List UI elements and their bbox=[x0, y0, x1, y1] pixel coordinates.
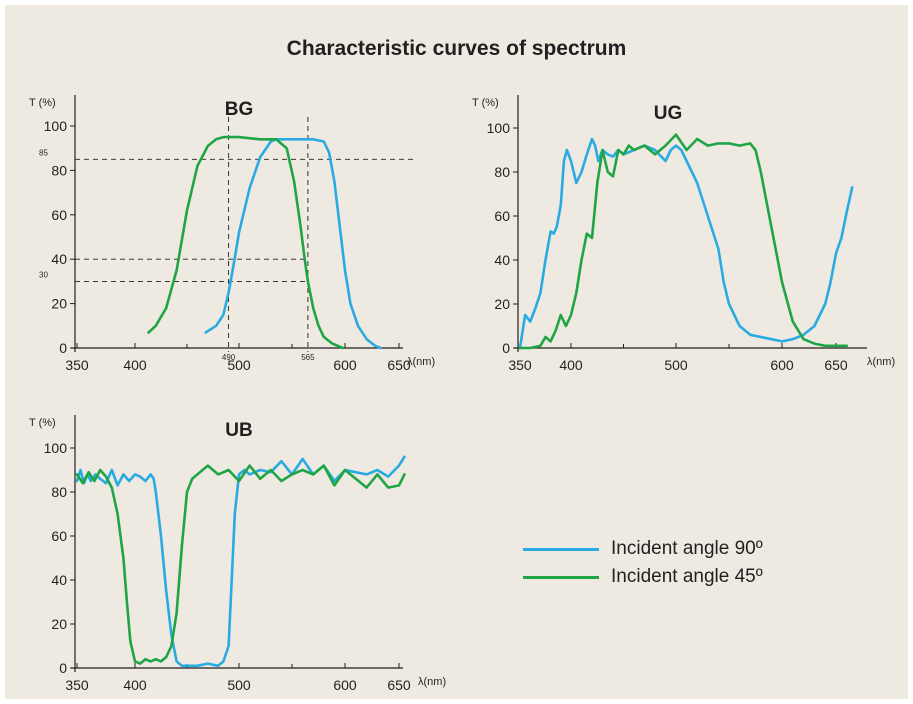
y-tick-label: 100 bbox=[44, 118, 68, 134]
y-tick-label: 0 bbox=[59, 340, 67, 356]
x-tick-label: 600 bbox=[770, 357, 794, 373]
x-tick-label: 350 bbox=[65, 357, 89, 373]
y-tick-label: 60 bbox=[51, 528, 67, 544]
chart-panel-bg: BG T (%) λ(nm) 0 20 40 60 80 100 350 400 500 600 650 8… bbox=[29, 95, 435, 373]
reference-x-label: 490 bbox=[222, 353, 236, 362]
x-tick-label: 600 bbox=[333, 357, 357, 373]
legend-swatch-90 bbox=[523, 547, 599, 551]
legend-item-90: Incident angle 90º bbox=[523, 537, 763, 561]
x-tick-label: 350 bbox=[508, 357, 532, 373]
x-tick-label: 600 bbox=[333, 677, 357, 693]
x-axis-label: λ(nm) bbox=[418, 676, 446, 688]
series-line-angle-90 bbox=[204, 138, 382, 350]
y-tick-label: 20 bbox=[494, 296, 510, 312]
reference-y-label: 30 bbox=[39, 270, 48, 279]
y-tick-label: 20 bbox=[51, 616, 67, 632]
y-tick-label: 80 bbox=[494, 164, 510, 180]
x-tick-label: 400 bbox=[123, 357, 147, 373]
x-tick-label: 400 bbox=[123, 677, 147, 693]
legend-label-90: Incident angle 90º bbox=[611, 538, 763, 559]
x-axis-label: λ(nm) bbox=[867, 356, 895, 368]
x-tick-label: 650 bbox=[824, 357, 848, 373]
chart-panel-ug: UG T (%) λ(nm) 0 20 40 60 80 100 350 400 500 600 650 bbox=[472, 95, 895, 373]
x-tick-label: 500 bbox=[664, 357, 688, 373]
reference-x-label: 565 bbox=[301, 353, 315, 362]
y-tick-label: 80 bbox=[51, 162, 67, 178]
reference-y-label: 85 bbox=[39, 148, 48, 157]
y-tick-label: 60 bbox=[51, 207, 67, 223]
y-tick-label: 0 bbox=[502, 340, 510, 356]
legend-label-45: Incident angle 45º bbox=[611, 566, 763, 587]
legend-item-45: Incident angle 45º bbox=[523, 565, 763, 589]
series-line-angle-45 bbox=[75, 464, 406, 665]
y-tick-label: 80 bbox=[51, 484, 67, 500]
y-axis-label: T (%) bbox=[472, 97, 499, 109]
chart-title: UB bbox=[225, 420, 252, 441]
figure-title: Characteristic curves of spectrum bbox=[286, 37, 627, 60]
y-tick-label: 100 bbox=[487, 120, 511, 136]
y-tick-label: 0 bbox=[59, 660, 67, 676]
chart-panel-ub: UB T (%) λ(nm) 0 20 40 60 80 100 350 400 500 600 650 bbox=[29, 415, 446, 693]
legend-swatch-45 bbox=[523, 575, 599, 579]
chart-title: UG bbox=[654, 103, 683, 124]
x-tick-label: 650 bbox=[387, 357, 411, 373]
x-tick-label: 400 bbox=[559, 357, 583, 373]
y-tick-label: 40 bbox=[51, 572, 67, 588]
x-tick-label: 500 bbox=[227, 357, 251, 373]
chart-title: BG bbox=[225, 99, 254, 120]
y-tick-label: 40 bbox=[51, 251, 67, 267]
series-line-angle-90 bbox=[75, 455, 406, 668]
y-tick-label: 40 bbox=[494, 252, 510, 268]
x-tick-label: 500 bbox=[227, 677, 251, 693]
x-axis-label: λ(nm) bbox=[407, 356, 435, 368]
series-line-angle-45 bbox=[147, 135, 345, 350]
y-tick-label: 100 bbox=[44, 440, 68, 456]
series-line-angle-45 bbox=[518, 133, 849, 350]
x-tick-label: 650 bbox=[387, 677, 411, 693]
y-tick-label: 60 bbox=[494, 208, 510, 224]
y-axis-label: T (%) bbox=[29, 97, 56, 109]
x-tick-label: 350 bbox=[65, 677, 89, 693]
y-axis-label: T (%) bbox=[29, 417, 56, 429]
figure-canvas: Characteristic curves of spectrum BG T (%… bbox=[5, 5, 908, 699]
y-tick-label: 20 bbox=[51, 296, 67, 312]
